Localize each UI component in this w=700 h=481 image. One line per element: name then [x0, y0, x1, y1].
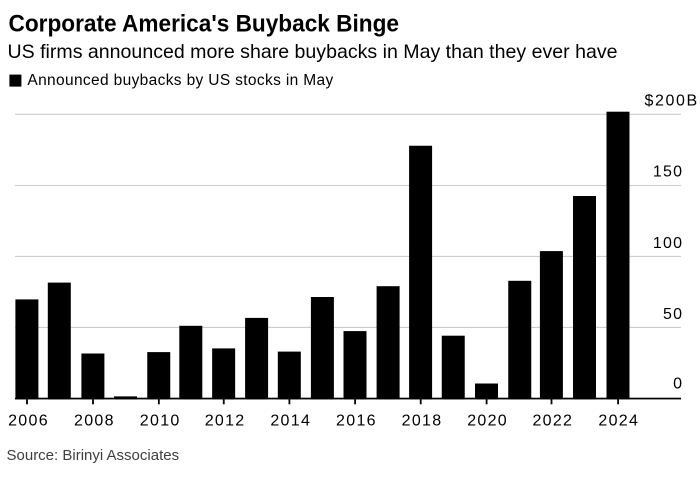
svg-text:$200B: $200B [645, 93, 699, 110]
svg-text:2012: 2012 [205, 413, 246, 430]
svg-text:2008: 2008 [74, 413, 115, 430]
svg-text:150: 150 [653, 164, 683, 181]
svg-text:Source: Birinyi Associates: Source: Birinyi Associates [7, 447, 180, 464]
svg-text:2018: 2018 [402, 413, 443, 430]
svg-text:Corporate America's Buyback Bi: Corporate America's Buyback Binge [9, 11, 400, 38]
svg-text:2022: 2022 [532, 413, 573, 430]
svg-text:0: 0 [673, 376, 683, 393]
svg-text:2016: 2016 [336, 413, 377, 430]
svg-text:2006: 2006 [8, 413, 49, 430]
svg-text:50: 50 [663, 306, 683, 323]
svg-text:2020: 2020 [467, 413, 508, 430]
svg-text:2010: 2010 [140, 413, 181, 430]
svg-text:2014: 2014 [270, 413, 311, 430]
svg-text:US firms announced more share: US firms announced more share buybacks i… [8, 41, 618, 63]
svg-text:2024: 2024 [598, 413, 639, 430]
svg-text:Announced buybacks by US stock: Announced buybacks by US stocks in May [27, 72, 333, 89]
svg-text:100: 100 [653, 235, 683, 252]
